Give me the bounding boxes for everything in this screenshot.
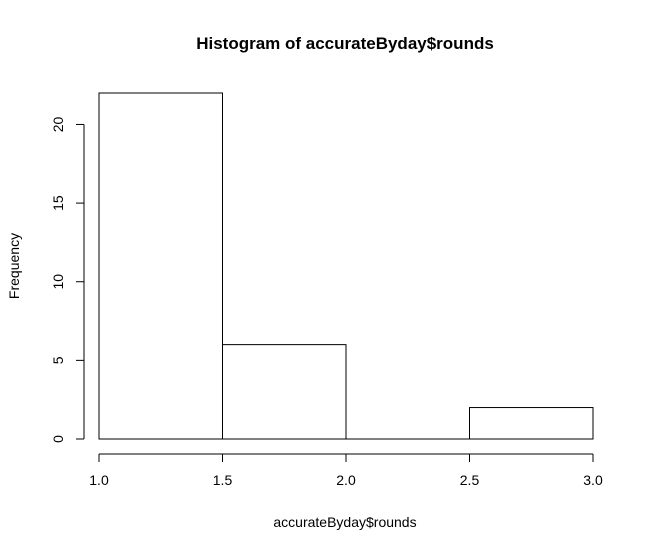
x-axis-label: accurateByday$rounds bbox=[273, 514, 416, 530]
chart-title: Histogram of accurateByday$rounds bbox=[196, 34, 494, 53]
bars-group bbox=[98, 92, 594, 440]
y-tick-label: 15 bbox=[50, 195, 66, 211]
y-tick-label: 5 bbox=[50, 356, 66, 364]
y-ticks: 0 5 10 15 20 bbox=[50, 116, 84, 443]
histogram-bar-2 bbox=[222, 344, 347, 440]
x-tick-label: 2.0 bbox=[336, 472, 356, 488]
x-tick-label: 2.5 bbox=[460, 472, 480, 488]
x-ticks: 1.0 1.5 2.0 2.5 3.0 bbox=[89, 454, 603, 488]
y-axis-label: Frequency bbox=[6, 233, 22, 299]
y-axis: 0 5 10 15 20 bbox=[50, 116, 85, 443]
x-tick-label: 1.5 bbox=[213, 472, 233, 488]
x-tick-label: 1.0 bbox=[89, 472, 109, 488]
histogram-bar-1 bbox=[98, 92, 223, 440]
y-tick-label: 10 bbox=[50, 274, 66, 290]
histogram-bar-4 bbox=[469, 407, 594, 440]
y-tick-label: 0 bbox=[50, 435, 66, 443]
y-tick-label: 20 bbox=[50, 116, 66, 132]
x-tick-label: 3.0 bbox=[583, 472, 603, 488]
x-axis: 1.0 1.5 2.0 2.5 3.0 bbox=[89, 453, 603, 488]
